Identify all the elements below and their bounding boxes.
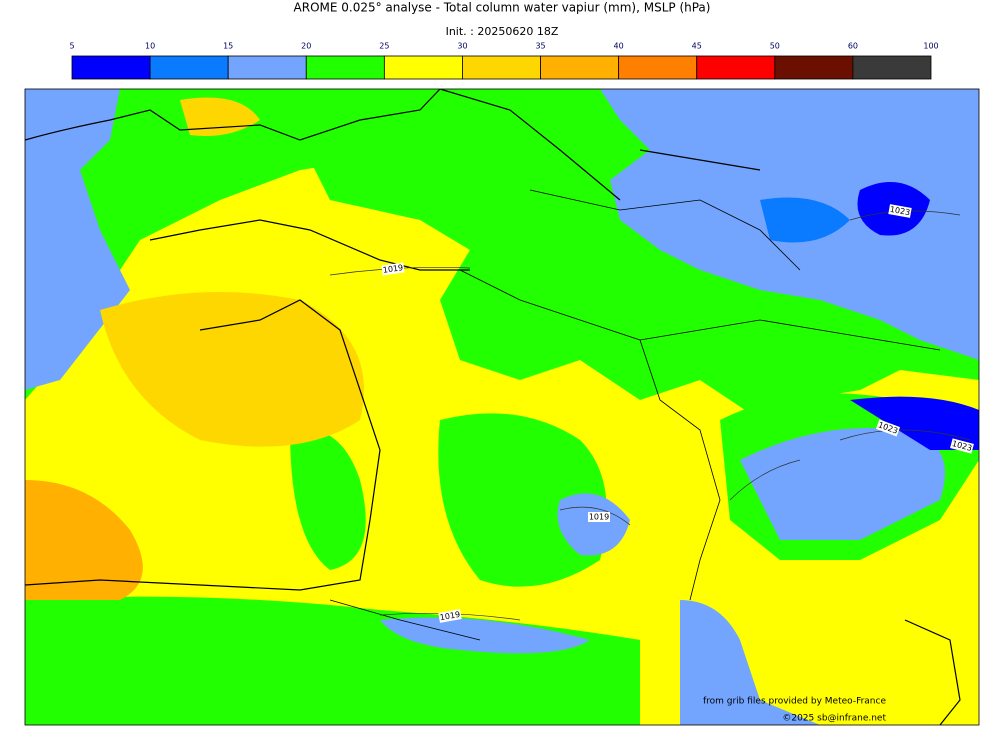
- colorbar-swatch: [774, 55, 854, 80]
- isobar-label-bg: [438, 609, 462, 623]
- colorbar-tick-label: 40: [614, 42, 624, 51]
- title: AROME 0.025° analyse - Total column wate…: [294, 1, 711, 15]
- isobar-label-text: 1019: [439, 610, 461, 622]
- isobar-label-text: 1019: [382, 263, 403, 275]
- colorbar-swatch: [618, 55, 698, 80]
- colorbar-tick-label: 5: [69, 42, 74, 51]
- isobar-label-bg: [875, 419, 901, 437]
- colorbar-tick-label: 60: [848, 42, 858, 51]
- colorbar-swatch: [227, 55, 307, 80]
- colorbar-tick-label: 45: [692, 42, 702, 51]
- isobar-label-bg: [588, 512, 610, 522]
- colorbar-tick-label: 100: [923, 42, 938, 51]
- colorbar: 5 10 15 20 25 30 35 40 45 50 60 100: [69, 42, 939, 80]
- isobar-label: 1019: [438, 609, 462, 623]
- colorbar-tick-label: 35: [535, 42, 545, 51]
- colorbar-tick-label: 10: [145, 42, 155, 51]
- isobar-label-bg: [888, 204, 912, 218]
- colorbar-swatch: [305, 55, 385, 80]
- isobar-label-text: 1019: [589, 513, 609, 522]
- colorbar-tick-label: 30: [457, 42, 467, 51]
- isobar-label: 1023: [888, 204, 912, 218]
- isobar-label-bg: [381, 262, 405, 276]
- credit: ©2025 sb@infrane.net: [782, 714, 886, 724]
- isobar-label-bg: [950, 438, 974, 454]
- isobar-label: 1023: [950, 438, 974, 454]
- colorbar-tick-label: 20: [301, 42, 311, 51]
- credit: from grib files provided by Meteo-France: [703, 697, 886, 707]
- colorbar-swatch: [71, 55, 151, 80]
- colorbar-tick-label: 50: [770, 42, 780, 51]
- isobar-label: 1019: [381, 262, 405, 276]
- colorbar-swatch: [540, 55, 620, 80]
- isobar-label-text: 1023: [889, 205, 911, 217]
- colorbar-swatch: [383, 55, 463, 80]
- colorbar-swatch: [696, 55, 776, 80]
- subtitle: Init. : 20250620 18Z: [446, 25, 559, 38]
- colorbar-swatch: [852, 55, 932, 80]
- colorbar-tick-label: 25: [379, 42, 389, 51]
- isobar-label: 1019: [588, 512, 610, 522]
- colorbar-tick-label: 15: [223, 42, 233, 51]
- colorbar-swatch: [462, 55, 541, 80]
- colorbar-swatch: [149, 55, 229, 80]
